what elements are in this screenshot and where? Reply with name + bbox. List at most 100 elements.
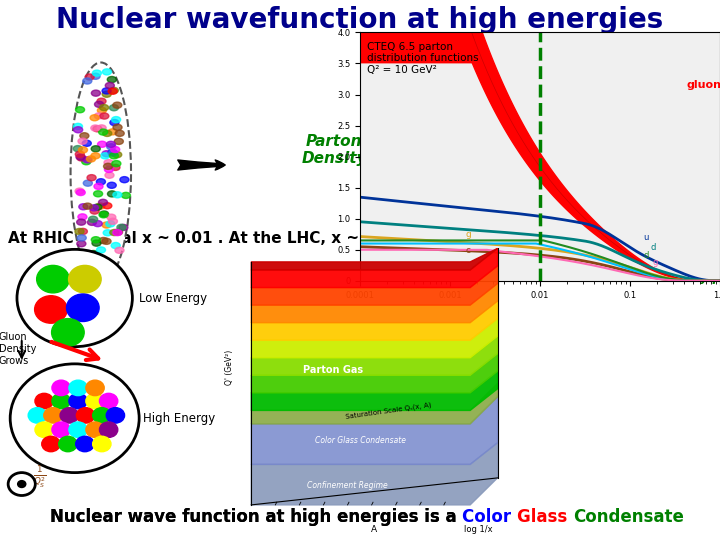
Circle shape [8, 472, 35, 496]
Circle shape [69, 422, 87, 437]
Circle shape [102, 222, 111, 228]
Text: Confinement Regime: Confinement Regime [307, 482, 387, 490]
Circle shape [52, 422, 71, 437]
Circle shape [42, 436, 60, 452]
Text: Q' (GeV²): Q' (GeV²) [225, 350, 234, 386]
Text: Low Energy: Low Energy [139, 292, 207, 305]
Circle shape [83, 203, 92, 209]
Circle shape [52, 380, 71, 396]
Circle shape [17, 249, 132, 347]
Circle shape [86, 156, 96, 162]
Circle shape [76, 190, 85, 195]
Circle shape [28, 408, 47, 423]
Circle shape [106, 221, 115, 227]
Circle shape [99, 129, 108, 135]
Circle shape [87, 219, 96, 225]
Circle shape [76, 408, 95, 423]
Text: g: g [466, 231, 472, 239]
Circle shape [108, 129, 117, 135]
Circle shape [109, 105, 119, 111]
Circle shape [110, 119, 119, 126]
Circle shape [93, 220, 102, 227]
Circle shape [93, 436, 111, 452]
Circle shape [91, 90, 100, 96]
Circle shape [60, 408, 78, 423]
Circle shape [112, 152, 122, 158]
Text: g: g [653, 258, 658, 267]
Circle shape [102, 69, 112, 75]
Text: -4: -4 [383, 228, 395, 238]
Circle shape [107, 141, 115, 147]
Circle shape [69, 380, 87, 396]
Circle shape [73, 123, 83, 130]
Circle shape [35, 296, 67, 323]
Circle shape [113, 192, 122, 198]
Circle shape [78, 147, 88, 153]
Circle shape [108, 88, 117, 94]
Circle shape [102, 151, 111, 157]
Circle shape [82, 255, 91, 261]
Text: Glass: Glass [517, 508, 573, 526]
Circle shape [114, 229, 122, 235]
Circle shape [103, 230, 112, 236]
Text: Saturation Scale Qₛ(x, A): Saturation Scale Qₛ(x, A) [345, 401, 431, 420]
Circle shape [73, 127, 83, 133]
Circle shape [107, 182, 116, 188]
Circle shape [109, 87, 118, 93]
Text: d: d [643, 252, 649, 260]
Circle shape [44, 408, 62, 423]
Circle shape [52, 319, 84, 346]
Text: d: d [651, 243, 656, 252]
Circle shape [113, 230, 122, 235]
Circle shape [115, 130, 125, 137]
Circle shape [107, 191, 117, 197]
Circle shape [68, 265, 101, 293]
Circle shape [90, 114, 99, 121]
Circle shape [78, 228, 87, 234]
Text: Color Glass Condensate: Color Glass Condensate [315, 436, 406, 444]
Circle shape [102, 88, 111, 94]
Circle shape [100, 113, 109, 119]
Circle shape [91, 237, 100, 243]
Circle shape [78, 204, 88, 210]
Polygon shape [251, 284, 498, 322]
Circle shape [76, 436, 94, 452]
Polygon shape [251, 301, 498, 340]
Circle shape [99, 105, 109, 111]
Circle shape [10, 364, 139, 472]
Circle shape [84, 180, 92, 186]
Polygon shape [251, 443, 498, 505]
Circle shape [92, 70, 102, 76]
Circle shape [89, 216, 98, 222]
Circle shape [35, 393, 53, 409]
Circle shape [109, 230, 119, 235]
Circle shape [77, 241, 86, 247]
Circle shape [78, 214, 87, 220]
Circle shape [99, 238, 108, 244]
Text: Nuclear wave function at high energies is a: Nuclear wave function at high energies i… [50, 508, 462, 526]
Circle shape [108, 150, 117, 156]
Polygon shape [251, 372, 498, 410]
Circle shape [90, 254, 99, 260]
Circle shape [52, 393, 71, 409]
Circle shape [109, 153, 119, 159]
Text: At RHIC typical x ~ 0.01 . At the LHC, x ~ 5 * 10: At RHIC typical x ~ 0.01 . At the LHC, x… [8, 231, 415, 246]
Text: Condensate: Condensate [573, 508, 684, 526]
Polygon shape [251, 354, 498, 393]
Circle shape [85, 74, 94, 80]
Circle shape [78, 138, 87, 144]
Text: Parton Gas: Parton Gas [303, 365, 364, 375]
Circle shape [82, 159, 91, 165]
Polygon shape [251, 266, 498, 305]
Circle shape [96, 247, 106, 253]
Circle shape [108, 150, 117, 156]
Circle shape [75, 228, 84, 234]
Circle shape [86, 380, 104, 396]
Circle shape [107, 77, 117, 83]
Circle shape [113, 124, 122, 130]
Text: Parton
Density: Parton Density [301, 134, 366, 166]
Circle shape [115, 247, 124, 253]
Circle shape [114, 138, 123, 144]
Circle shape [93, 204, 102, 210]
Ellipse shape [71, 63, 131, 283]
